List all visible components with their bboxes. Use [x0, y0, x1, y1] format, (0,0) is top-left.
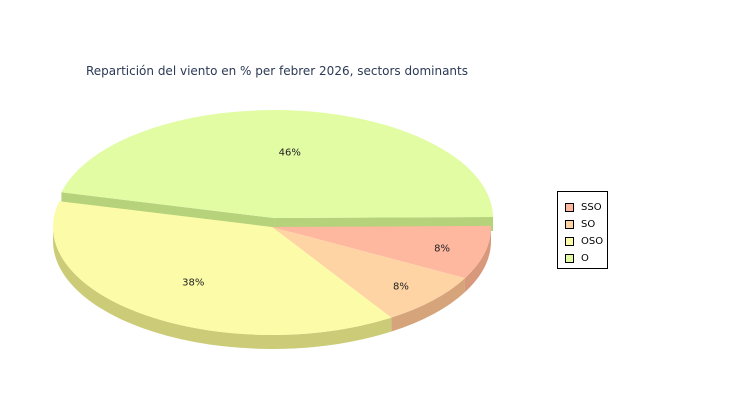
legend-label-o: O [581, 252, 589, 264]
legend-item-sso: SSO [565, 201, 602, 213]
slice-side-so [391, 278, 465, 332]
slice-oso [53, 201, 392, 335]
slice-label-sso: 8% [434, 244, 450, 255]
legend-label-so: SO [581, 218, 596, 230]
slice-label-o: 46% [279, 148, 301, 159]
legend-label-oso: OSO [581, 235, 604, 247]
slice-o [61, 110, 494, 219]
legend-item-so: SO [565, 218, 595, 230]
slice-side-oso [53, 227, 392, 349]
legend-swatch-so [565, 219, 574, 229]
legend-swatch-oso [565, 236, 574, 246]
slice-label-so: 8% [393, 282, 409, 293]
slice-side-sso [464, 227, 491, 293]
legend-swatch-o [565, 253, 574, 263]
slice-sso [272, 225, 492, 279]
legend-item-oso: OSO [565, 235, 603, 247]
slice-label-oso: 38% [182, 278, 204, 289]
legend-swatch-sso [565, 202, 574, 212]
slice-so [272, 227, 465, 318]
legend-label-sso: SSO [581, 201, 602, 213]
legend: SSO SO OSO O [557, 191, 608, 269]
legend-item-o: O [565, 252, 589, 264]
chart-title: Repartición del viento en % per febrer 2… [86, 64, 468, 78]
